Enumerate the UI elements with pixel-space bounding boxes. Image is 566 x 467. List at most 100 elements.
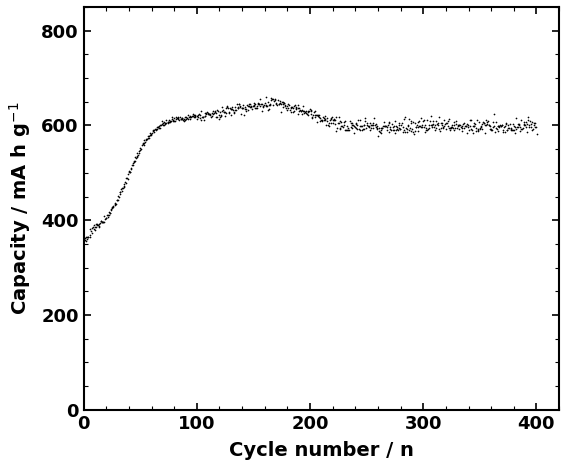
Point xyxy=(204,110,213,118)
Point xyxy=(421,124,430,131)
Point xyxy=(335,117,344,125)
Point xyxy=(89,221,98,228)
Point xyxy=(441,120,450,127)
Point xyxy=(509,126,518,134)
Point xyxy=(232,100,241,108)
Point xyxy=(465,122,474,129)
Point xyxy=(318,113,327,120)
Point xyxy=(500,123,509,130)
Point xyxy=(162,120,171,127)
Point xyxy=(130,157,139,164)
Point xyxy=(203,108,212,115)
Point xyxy=(422,126,431,133)
Point xyxy=(443,117,452,125)
Point xyxy=(408,128,417,135)
Point xyxy=(152,125,161,133)
Point xyxy=(341,118,350,125)
Point xyxy=(313,111,322,119)
Point xyxy=(521,123,530,130)
Point xyxy=(426,121,435,128)
Point xyxy=(426,112,435,120)
Point xyxy=(349,123,358,130)
Point xyxy=(213,113,222,121)
Point xyxy=(490,122,499,129)
Point xyxy=(479,119,488,127)
Point xyxy=(434,122,443,129)
Point xyxy=(486,122,495,130)
Point xyxy=(514,120,524,127)
Point xyxy=(82,233,91,241)
Point xyxy=(374,127,383,134)
Point xyxy=(412,121,421,129)
Point xyxy=(318,118,327,125)
Point xyxy=(380,122,389,129)
Point xyxy=(377,129,386,136)
Point xyxy=(242,107,251,115)
Point xyxy=(441,125,451,133)
Point xyxy=(97,219,106,226)
Point xyxy=(461,122,470,130)
Point xyxy=(481,129,490,137)
Point xyxy=(442,119,451,127)
Point xyxy=(260,99,269,107)
Point xyxy=(526,120,535,127)
Point xyxy=(470,119,479,126)
Point xyxy=(447,124,456,132)
Point xyxy=(367,121,376,128)
Point xyxy=(324,119,333,127)
Point xyxy=(511,126,520,133)
Point xyxy=(484,121,493,128)
Point xyxy=(200,113,209,120)
Point xyxy=(139,139,148,147)
Point xyxy=(310,108,319,115)
Point xyxy=(127,161,136,169)
Point xyxy=(408,126,417,133)
Point xyxy=(482,120,491,128)
Point xyxy=(345,117,354,125)
Point xyxy=(430,123,439,131)
Point xyxy=(409,119,418,126)
Point xyxy=(514,121,524,129)
Point xyxy=(125,168,134,176)
Point xyxy=(485,125,494,133)
Point xyxy=(187,112,196,120)
Point xyxy=(239,101,248,109)
Point xyxy=(362,121,371,129)
Point xyxy=(446,123,455,131)
Point xyxy=(402,124,411,132)
Point xyxy=(385,124,395,131)
Point xyxy=(269,97,278,105)
Point xyxy=(306,110,315,118)
Point xyxy=(121,178,130,186)
Point xyxy=(371,123,380,131)
Point xyxy=(397,119,406,127)
Point xyxy=(96,217,105,225)
Point xyxy=(194,112,203,119)
Point xyxy=(364,123,373,130)
Point xyxy=(501,120,511,128)
Point xyxy=(454,122,463,129)
Point xyxy=(267,96,276,104)
Point xyxy=(261,103,271,110)
Point xyxy=(298,110,307,118)
Point xyxy=(372,122,381,130)
Point xyxy=(394,119,403,127)
Point xyxy=(218,106,228,113)
Point xyxy=(227,111,236,119)
Point xyxy=(266,94,275,101)
Point xyxy=(114,192,123,200)
Point xyxy=(351,119,361,126)
Point xyxy=(247,104,256,111)
Point xyxy=(118,184,127,192)
Point xyxy=(475,126,484,133)
Point xyxy=(204,110,213,117)
Point xyxy=(392,122,401,130)
Point xyxy=(438,120,447,127)
Point xyxy=(166,117,175,125)
Point xyxy=(251,105,260,112)
Point xyxy=(135,149,144,157)
Point xyxy=(501,119,511,127)
Point xyxy=(234,105,243,112)
Point xyxy=(448,123,457,131)
Point xyxy=(327,114,336,122)
